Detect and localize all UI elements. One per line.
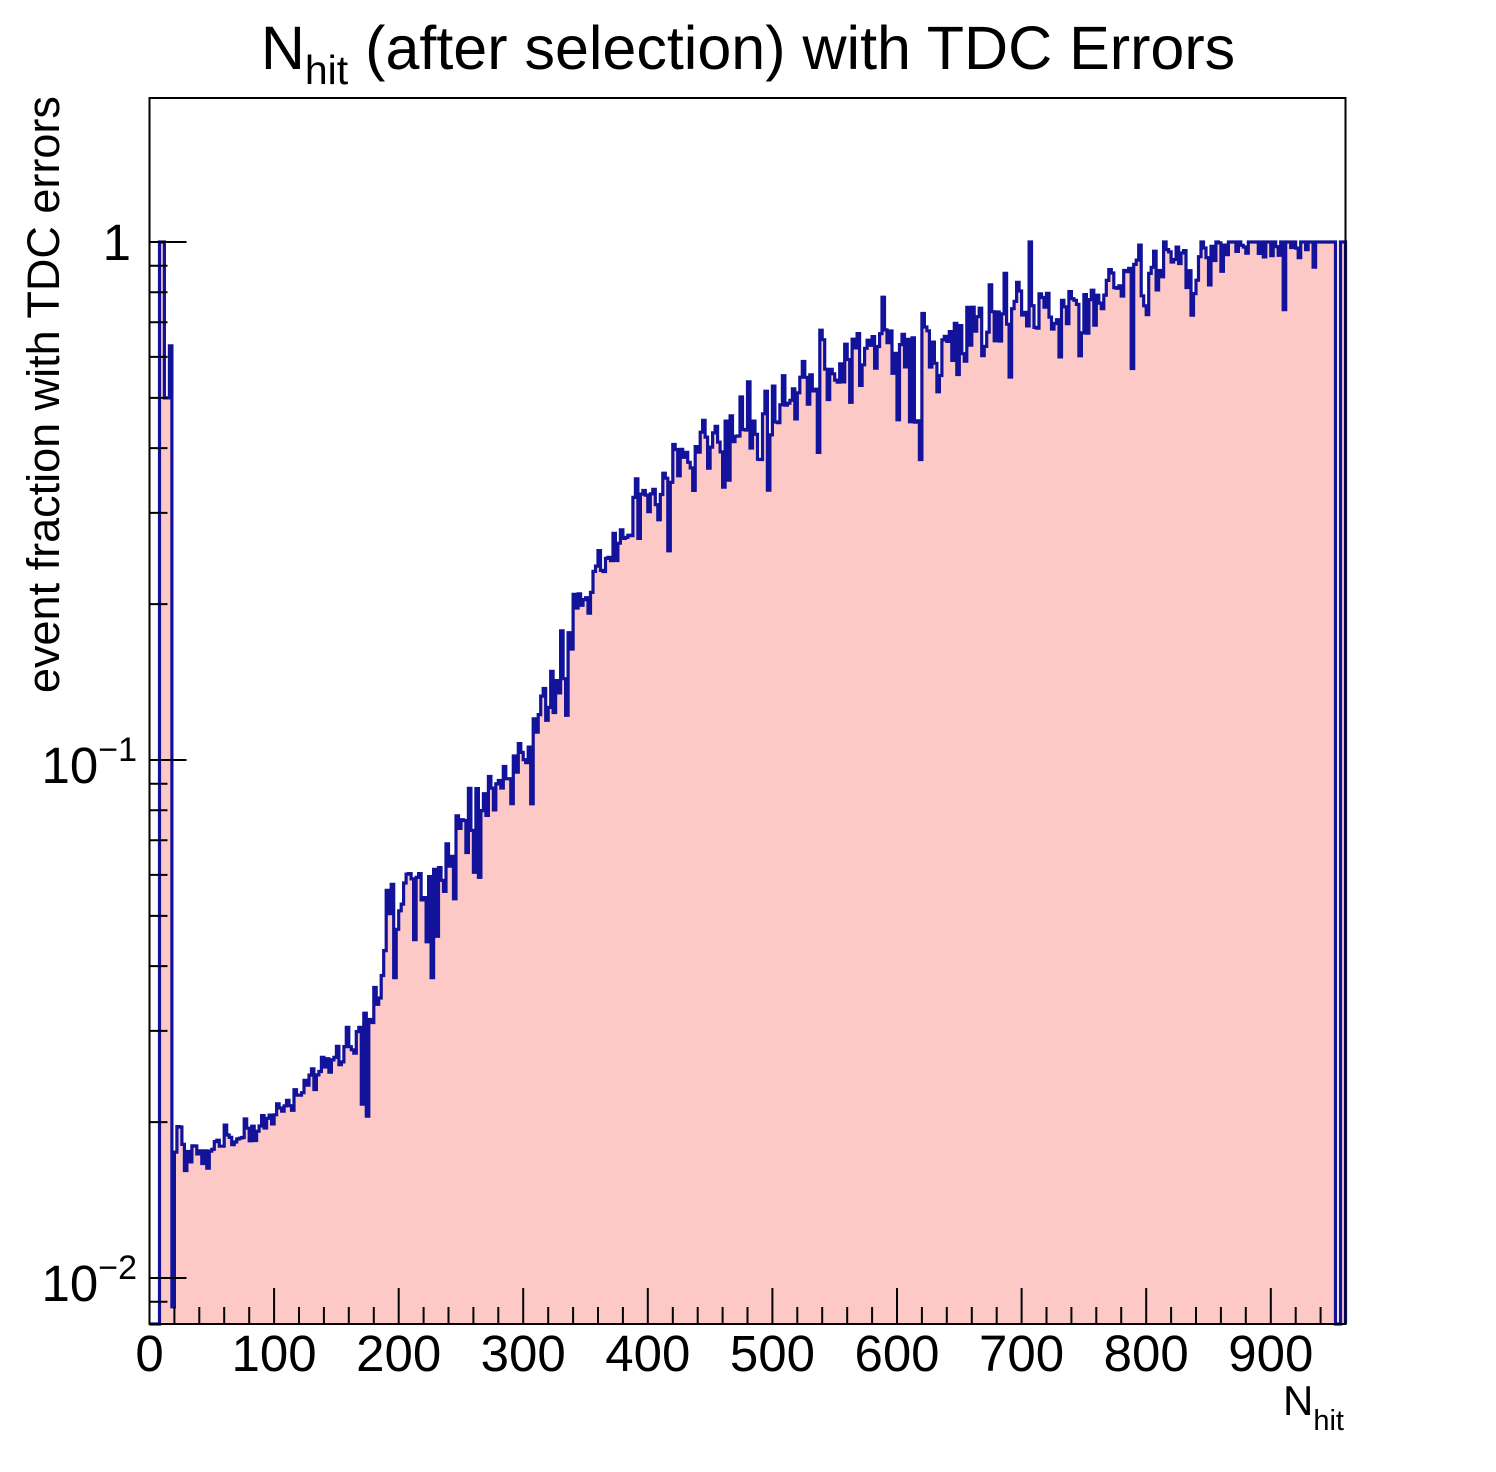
svg-text:10−1: 10−1 <box>42 731 138 794</box>
svg-text:500: 500 <box>730 1325 815 1382</box>
svg-text:100: 100 <box>232 1325 317 1382</box>
svg-text:Nhit (after selection) with TD: Nhit (after selection) with TDC Errors <box>261 14 1235 93</box>
svg-text:0: 0 <box>135 1325 163 1382</box>
svg-text:1: 1 <box>103 214 131 271</box>
svg-text:event fraction with TDC errors: event fraction with TDC errors <box>18 96 69 693</box>
svg-text:900: 900 <box>1228 1325 1313 1382</box>
svg-text:700: 700 <box>979 1325 1064 1382</box>
svg-text:600: 600 <box>854 1325 939 1382</box>
svg-text:400: 400 <box>605 1325 690 1382</box>
svg-text:300: 300 <box>481 1325 566 1382</box>
svg-text:800: 800 <box>1104 1325 1189 1382</box>
svg-text:200: 200 <box>356 1325 441 1382</box>
